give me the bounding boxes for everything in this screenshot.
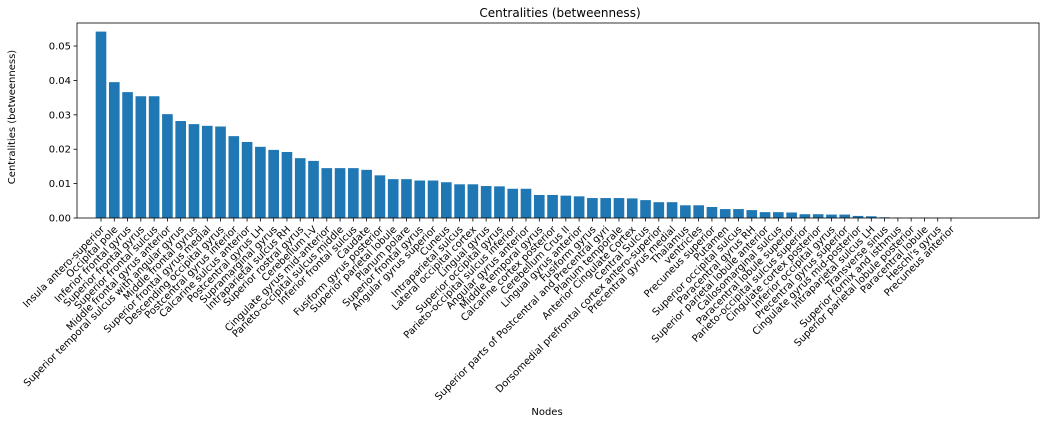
bar: [626, 198, 638, 218]
bar: [148, 96, 160, 218]
y-tick-label: 0.02: [49, 145, 71, 156]
bar: [533, 194, 545, 218]
bar: [321, 168, 333, 218]
bar: [414, 180, 426, 218]
bar: [587, 198, 598, 218]
bar: [826, 214, 837, 218]
bar: [866, 216, 877, 218]
bar: [733, 209, 744, 218]
bar: [653, 202, 665, 218]
bar: [839, 214, 851, 218]
bar: [480, 186, 492, 218]
bar: [188, 124, 200, 218]
y-tick-label: 0.01: [49, 179, 71, 190]
bar: [799, 214, 811, 218]
bar: [507, 188, 519, 218]
bar: [95, 31, 107, 218]
bar: [348, 168, 359, 218]
bar: [374, 175, 386, 218]
bar: [215, 126, 226, 218]
bar: [773, 212, 784, 218]
bar: [494, 186, 505, 218]
bar: [441, 182, 452, 218]
bar: [427, 180, 439, 218]
bar: [560, 195, 572, 218]
bar: [467, 184, 479, 218]
y-tick-label: 0.05: [49, 42, 71, 53]
bar: [201, 125, 213, 218]
bar: [573, 196, 585, 218]
y-tick-label: 0.04: [49, 76, 71, 87]
chart-title: Centralities (betweenness): [479, 6, 640, 20]
bar: [334, 168, 346, 218]
y-axis-label: Centralities (betweenness): [7, 50, 18, 184]
bar: [122, 92, 133, 218]
y-tick-label: 0.00: [49, 214, 71, 225]
bar: [666, 202, 678, 218]
bar: [852, 215, 864, 218]
bar: [812, 214, 824, 218]
bar: [162, 114, 173, 218]
bar: [255, 146, 266, 218]
bar: [228, 136, 240, 218]
bar: [387, 179, 399, 218]
bar: [719, 209, 731, 218]
bar: [241, 141, 253, 218]
bar: [520, 188, 532, 218]
bar: [547, 194, 558, 218]
bar: [401, 179, 412, 218]
bar: [135, 96, 147, 218]
bar: [746, 210, 758, 218]
bar: [108, 82, 120, 219]
bar: [680, 205, 691, 218]
bar: [706, 206, 718, 218]
bar: [361, 169, 372, 218]
bar: [600, 198, 612, 218]
bar: [693, 205, 704, 218]
bar: [308, 160, 319, 218]
bar: [268, 149, 279, 218]
bar: [294, 158, 306, 218]
bar: [786, 212, 797, 218]
bar: [613, 198, 625, 218]
bar: [454, 184, 465, 218]
bar: [759, 212, 771, 218]
bar: [175, 121, 187, 218]
plot-frame: [76, 22, 1040, 219]
x-axis-label: Nodes: [531, 407, 562, 418]
bar: [281, 151, 293, 218]
bar: [640, 200, 651, 218]
y-tick-label: 0.03: [49, 110, 71, 121]
